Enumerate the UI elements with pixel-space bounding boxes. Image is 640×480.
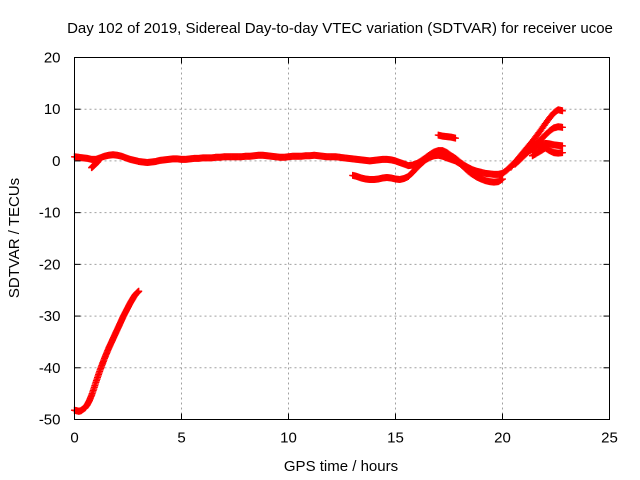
axis-ticks: 0 5 10 15 20 25 -50 -40 -30 -20 -10 0 10 20: [39, 50, 618, 447]
chart-title: Day 102 of 2019, Sidereal Day-to-day VTE…: [67, 20, 613, 37]
data-point: [558, 142, 566, 150]
data-point: [135, 287, 143, 295]
series-rising-tail: [507, 106, 566, 171]
data-point: [499, 175, 506, 183]
y-tick-label: 20: [44, 50, 61, 67]
y-tick-label: 0: [52, 153, 60, 170]
y-tick-label: -20: [39, 256, 61, 273]
series-dip: [88, 157, 102, 172]
x-tick-label: 10: [280, 430, 297, 447]
series-mid-tail: [511, 123, 566, 168]
y-tick-label: -50: [39, 412, 61, 429]
y-tick-label: -10: [39, 205, 61, 222]
x-axis-label: GPS time / hours: [284, 458, 398, 475]
plot-area: [71, 106, 566, 415]
series-bump: [434, 131, 459, 142]
series-early-ramp: [71, 287, 143, 415]
series-low-tail: [528, 144, 566, 160]
data-point: [94, 157, 102, 165]
data-point: [558, 149, 566, 157]
x-tick-label: 20: [494, 430, 511, 447]
data-point: [558, 123, 566, 131]
data-point: [558, 107, 566, 115]
y-tick-label: -30: [39, 308, 61, 325]
data-point: [451, 134, 459, 142]
y-tick-label: -40: [39, 360, 61, 377]
series-lower-branch: [349, 151, 506, 186]
axes-frame: [74, 57, 610, 420]
y-tick-label: 10: [44, 101, 61, 118]
x-tick-label: 15: [387, 430, 404, 447]
x-tick-label: 0: [70, 430, 78, 447]
x-tick-label: 25: [601, 430, 618, 447]
x-tick-label: 5: [177, 430, 185, 447]
y-axis-label: SDTVAR / TECUs: [6, 178, 23, 298]
